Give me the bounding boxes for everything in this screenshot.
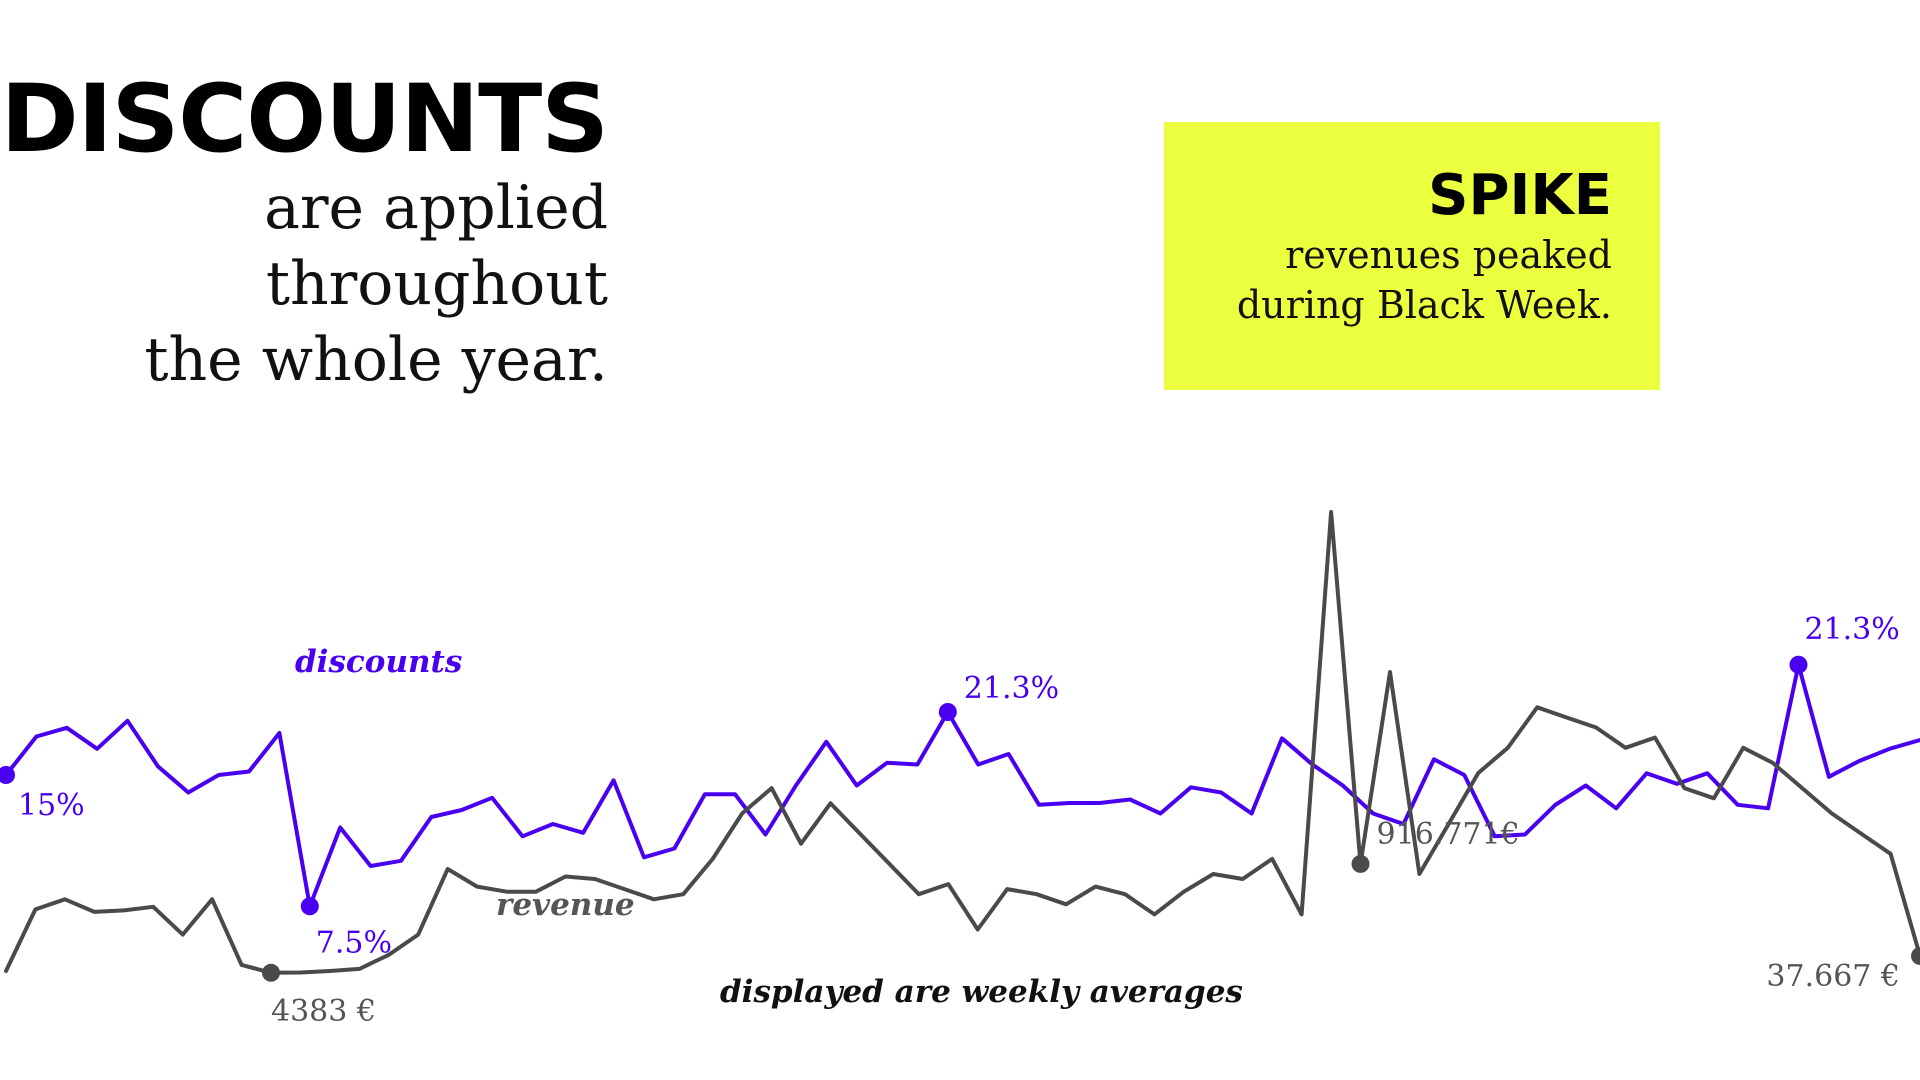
- discounts-series-label: discounts: [295, 644, 462, 680]
- discounts-data-label: 15%: [18, 788, 85, 823]
- discounts-point-marker: [1789, 655, 1808, 674]
- headline-title: DISCOUNTS: [0, 65, 609, 174]
- headline: DISCOUNTS are applied throughout the who…: [0, 65, 609, 398]
- footnote: displayed are weekly averages: [720, 974, 1243, 1010]
- revenue-line: [4, 510, 1920, 975]
- discounts-point-marker: [0, 766, 15, 784]
- revenue-point-marker: [262, 963, 281, 982]
- headline-line-3: the whole year.: [144, 325, 608, 395]
- discounts-point-marker: [938, 703, 957, 721]
- headline-line-2: throughout: [265, 249, 608, 319]
- revenue-data-label: 916.771€: [1377, 817, 1520, 852]
- revenue-point-marker: [1351, 854, 1370, 873]
- revenue-point-marker: [1911, 946, 1920, 965]
- discounts-data-label: 21.3%: [964, 671, 1059, 706]
- spike-callout-line-2: during Black Week.: [1236, 283, 1612, 327]
- discounts-data-label: 7.5%: [316, 925, 392, 960]
- revenue-data-label: 4383 €: [271, 994, 376, 1029]
- discounts-data-label: 21.3%: [1804, 612, 1899, 647]
- spike-callout-line-1: revenues peaked: [1285, 233, 1612, 277]
- spike-callout: SPIKE revenues peaked during Black Week.: [1164, 122, 1660, 390]
- spike-callout-title: SPIKE: [1428, 163, 1612, 228]
- discounts-line: [4, 662, 1920, 909]
- discounts-point-marker: [300, 897, 319, 916]
- revenue-data-label: 37.667 €: [1766, 959, 1900, 994]
- headline-line-1: are applied: [264, 173, 608, 243]
